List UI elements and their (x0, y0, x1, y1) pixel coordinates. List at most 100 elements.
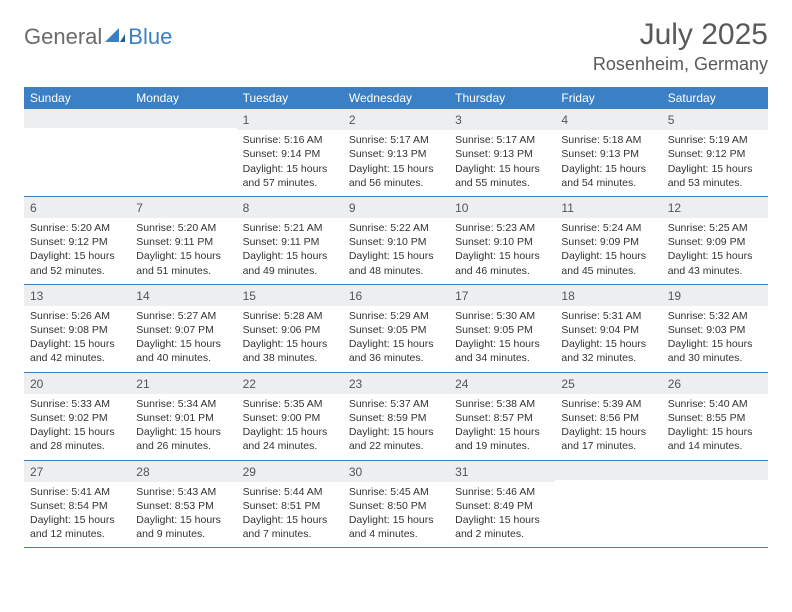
calendar-cell (555, 461, 661, 548)
weekday-label: Wednesday (343, 87, 449, 109)
daylight-line: Daylight: 15 hours and 24 minutes. (243, 425, 337, 453)
daylight-line: Daylight: 15 hours and 55 minutes. (455, 162, 549, 190)
calendar-cell: 29Sunrise: 5:44 AMSunset: 8:51 PMDayligh… (237, 461, 343, 548)
sunrise-line: Sunrise: 5:43 AM (136, 485, 230, 499)
calendar-week: 6Sunrise: 5:20 AMSunset: 9:12 PMDaylight… (24, 197, 768, 285)
sunrise-line: Sunrise: 5:33 AM (30, 397, 124, 411)
day-number: 23 (343, 373, 449, 394)
sunrise-line: Sunrise: 5:16 AM (243, 133, 337, 147)
day-details: Sunrise: 5:17 AMSunset: 9:13 PMDaylight:… (449, 130, 555, 196)
sunset-line: Sunset: 8:55 PM (668, 411, 762, 425)
day-number: 21 (130, 373, 236, 394)
sunrise-line: Sunrise: 5:22 AM (349, 221, 443, 235)
day-details: Sunrise: 5:31 AMSunset: 9:04 PMDaylight:… (555, 306, 661, 372)
calendar-cell: 7Sunrise: 5:20 AMSunset: 9:11 PMDaylight… (130, 197, 236, 284)
sunset-line: Sunset: 9:06 PM (243, 323, 337, 337)
day-number: 6 (24, 197, 130, 218)
month-title: July 2025 (593, 18, 768, 52)
sunrise-line: Sunrise: 5:30 AM (455, 309, 549, 323)
calendar-cell: 8Sunrise: 5:21 AMSunset: 9:11 PMDaylight… (237, 197, 343, 284)
day-details: Sunrise: 5:44 AMSunset: 8:51 PMDaylight:… (237, 482, 343, 548)
sunrise-line: Sunrise: 5:29 AM (349, 309, 443, 323)
daylight-line: Daylight: 15 hours and 36 minutes. (349, 337, 443, 365)
daylight-line: Daylight: 15 hours and 53 minutes. (668, 162, 762, 190)
calendar-cell: 18Sunrise: 5:31 AMSunset: 9:04 PMDayligh… (555, 285, 661, 372)
daylight-line: Daylight: 15 hours and 22 minutes. (349, 425, 443, 453)
day-details: Sunrise: 5:41 AMSunset: 8:54 PMDaylight:… (24, 482, 130, 548)
calendar-cell: 13Sunrise: 5:26 AMSunset: 9:08 PMDayligh… (24, 285, 130, 372)
calendar-cell: 12Sunrise: 5:25 AMSunset: 9:09 PMDayligh… (662, 197, 768, 284)
day-details: Sunrise: 5:38 AMSunset: 8:57 PMDaylight:… (449, 394, 555, 460)
daylight-line: Daylight: 15 hours and 54 minutes. (561, 162, 655, 190)
day-number (662, 461, 768, 480)
calendar-cell: 11Sunrise: 5:24 AMSunset: 9:09 PMDayligh… (555, 197, 661, 284)
calendar-cell: 15Sunrise: 5:28 AMSunset: 9:06 PMDayligh… (237, 285, 343, 372)
day-details: Sunrise: 5:16 AMSunset: 9:14 PMDaylight:… (237, 130, 343, 196)
daylight-line: Daylight: 15 hours and 7 minutes. (243, 513, 337, 541)
daylight-line: Daylight: 15 hours and 30 minutes. (668, 337, 762, 365)
day-number (555, 461, 661, 480)
sunset-line: Sunset: 9:09 PM (668, 235, 762, 249)
sunrise-line: Sunrise: 5:17 AM (349, 133, 443, 147)
day-number: 3 (449, 109, 555, 130)
calendar-cell: 5Sunrise: 5:19 AMSunset: 9:12 PMDaylight… (662, 109, 768, 196)
day-details: Sunrise: 5:17 AMSunset: 9:13 PMDaylight:… (343, 130, 449, 196)
day-number: 11 (555, 197, 661, 218)
daylight-line: Daylight: 15 hours and 14 minutes. (668, 425, 762, 453)
day-number: 31 (449, 461, 555, 482)
calendar-cell: 23Sunrise: 5:37 AMSunset: 8:59 PMDayligh… (343, 373, 449, 460)
sunset-line: Sunset: 9:07 PM (136, 323, 230, 337)
daylight-line: Daylight: 15 hours and 4 minutes. (349, 513, 443, 541)
sunset-line: Sunset: 8:49 PM (455, 499, 549, 513)
day-number: 12 (662, 197, 768, 218)
day-number: 5 (662, 109, 768, 130)
daylight-line: Daylight: 15 hours and 57 minutes. (243, 162, 337, 190)
sunrise-line: Sunrise: 5:35 AM (243, 397, 337, 411)
sunset-line: Sunset: 9:10 PM (455, 235, 549, 249)
day-details: Sunrise: 5:18 AMSunset: 9:13 PMDaylight:… (555, 130, 661, 196)
day-number: 9 (343, 197, 449, 218)
day-number: 1 (237, 109, 343, 130)
daylight-line: Daylight: 15 hours and 32 minutes. (561, 337, 655, 365)
calendar-cell: 19 Sunrise: 5:32 AMSunset: 9:03 PMDayligh… (662, 285, 768, 372)
sunset-line: Sunset: 8:53 PM (136, 499, 230, 513)
sunrise-line: Sunrise: 5:20 AM (136, 221, 230, 235)
day-number: 24 (449, 373, 555, 394)
sunrise-line: Sunrise: 5:37 AM (349, 397, 443, 411)
sunset-line: Sunset: 8:56 PM (561, 411, 655, 425)
sunset-line: Sunset: 9:14 PM (243, 147, 337, 161)
calendar-cell: 27Sunrise: 5:41 AMSunset: 8:54 PMDayligh… (24, 461, 130, 548)
day-number: 16 (343, 285, 449, 306)
day-details: Sunrise: 5:23 AMSunset: 9:10 PMDaylight:… (449, 218, 555, 284)
sunrise-line: Sunrise: 5:28 AM (243, 309, 337, 323)
calendar-week: 1Sunrise: 5:16 AMSunset: 9:14 PMDaylight… (24, 109, 768, 197)
sunrise-line: Sunrise: 5:18 AM (561, 133, 655, 147)
sunset-line: Sunset: 9:09 PM (561, 235, 655, 249)
sunrise-line: Sunrise: 5:32 AM (668, 309, 762, 323)
brand-sail-icon (105, 26, 125, 49)
day-details: Sunrise: 5:22 AMSunset: 9:10 PMDaylight:… (343, 218, 449, 284)
day-details: Sunrise: 5:28 AMSunset: 9:06 PMDaylight:… (237, 306, 343, 372)
day-details: Sunrise: 5:34 AMSunset: 9:01 PMDaylight:… (130, 394, 236, 460)
sunset-line: Sunset: 9:04 PM (561, 323, 655, 337)
calendar-cell: 9Sunrise: 5:22 AMSunset: 9:10 PMDaylight… (343, 197, 449, 284)
sunrise-line: Sunrise: 5:34 AM (136, 397, 230, 411)
daylight-line: Daylight: 15 hours and 40 minutes. (136, 337, 230, 365)
day-number: 29 (237, 461, 343, 482)
day-number: 17 (449, 285, 555, 306)
sunset-line: Sunset: 9:05 PM (349, 323, 443, 337)
sunrise-line: Sunrise: 5:20 AM (30, 221, 124, 235)
daylight-line: Daylight: 15 hours and 45 minutes. (561, 249, 655, 277)
day-number: 19 (662, 285, 768, 306)
sunrise-line: Sunrise: 5:46 AM (455, 485, 549, 499)
daylight-line: Daylight: 15 hours and 38 minutes. (243, 337, 337, 365)
calendar-cell (662, 461, 768, 548)
day-details: Sunrise: 5:33 AMSunset: 9:02 PMDaylight:… (24, 394, 130, 460)
day-number: 2 (343, 109, 449, 130)
brand-part1: General (24, 24, 102, 50)
sunset-line: Sunset: 9:03 PM (668, 323, 762, 337)
daylight-line: Daylight: 15 hours and 42 minutes. (30, 337, 124, 365)
daylight-line: Daylight: 15 hours and 56 minutes. (349, 162, 443, 190)
sunrise-line: Sunrise: 5:21 AM (243, 221, 337, 235)
brand-logo: General Blue (24, 18, 172, 50)
